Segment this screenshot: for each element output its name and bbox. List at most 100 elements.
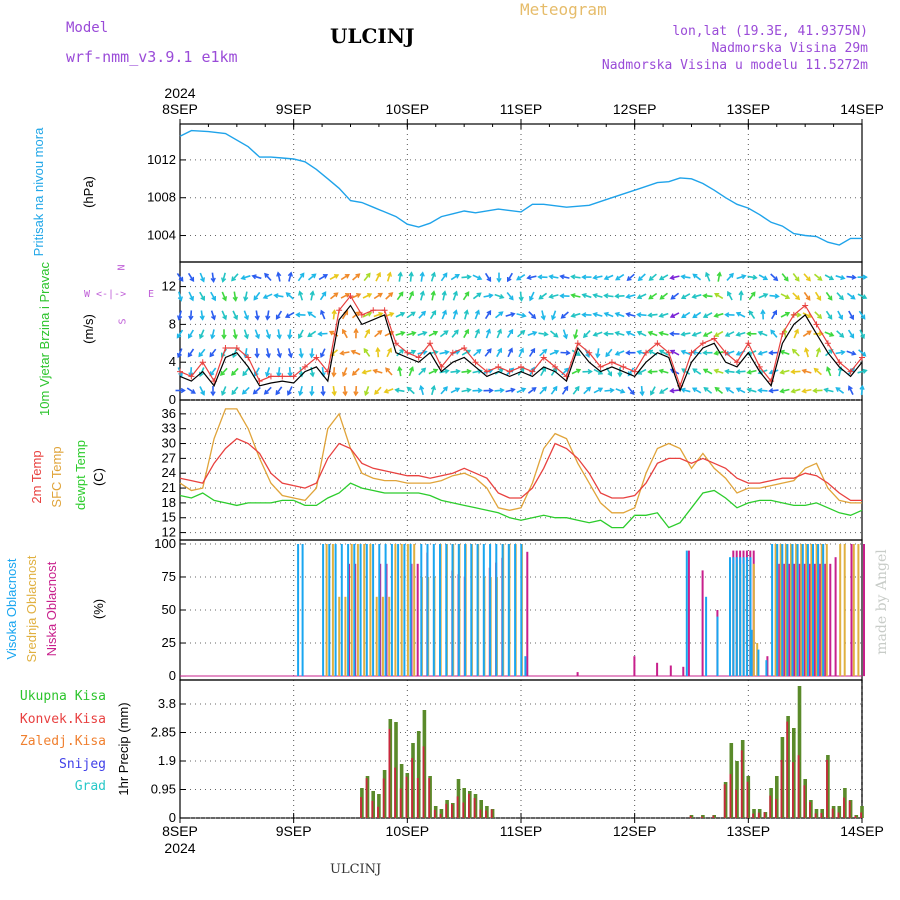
wind-arrow-head (582, 333, 588, 339)
wind-arrow (780, 312, 790, 318)
wind-arrow (221, 386, 227, 396)
wind-arrow (288, 348, 292, 358)
wind-arrow (277, 272, 281, 282)
wind-arrow (847, 329, 855, 339)
cloud-bar (388, 596, 391, 676)
wind-gust-mark (790, 311, 797, 318)
compass-arrows: <-|-> (96, 289, 127, 300)
wind-arrow (725, 331, 735, 337)
wind-arrow (692, 331, 702, 337)
wind-arrow-head (647, 312, 653, 318)
wind-arrow (330, 292, 338, 300)
wind-arrow-head (757, 330, 763, 336)
wind-arrow-head (509, 367, 515, 373)
wind-arrow-head (859, 384, 865, 390)
wind-arrow (583, 386, 591, 395)
wind-arrow (210, 310, 216, 320)
wind-arrow-head (705, 271, 710, 278)
cloud-bar (359, 544, 362, 677)
wind-arrow (398, 367, 402, 377)
wind-arrow-head (851, 350, 857, 356)
wind-arrow-head (680, 387, 686, 393)
wind-arrow-head (411, 330, 417, 337)
wind-arrow (572, 386, 580, 395)
wind-arrow (221, 310, 227, 320)
wind-arrow (409, 272, 413, 282)
wind-arrow (791, 370, 801, 373)
wind-arrow-head (386, 271, 392, 277)
wind-gust-mark (518, 363, 524, 370)
wind-arrow-head (806, 330, 812, 336)
wind-arrow-head (328, 330, 335, 336)
wind-arrow-head (394, 387, 400, 393)
precip-bars (360, 686, 864, 818)
wind-arrow-head (849, 333, 855, 339)
wind-arrow (199, 329, 205, 339)
wind-arrow (692, 311, 702, 319)
wind-arrow (464, 310, 468, 320)
wind-arrow (824, 349, 834, 357)
wind-arrow (288, 329, 292, 339)
ytick-label: 50 (162, 602, 176, 617)
wind-arrow-head (552, 385, 558, 391)
cloud-bar (756, 643, 759, 676)
wind-arrow-head (614, 330, 620, 336)
wind-arrow-head (422, 330, 428, 336)
wind-gust-mark (745, 340, 752, 347)
wind-arrow (859, 329, 865, 339)
wind-arrow-head (298, 353, 304, 359)
wind-arrow (474, 310, 480, 320)
cloud-bar (514, 544, 517, 677)
wind-arrow-head (614, 311, 620, 317)
wind-arrow-head (432, 330, 439, 336)
wind-arrow (848, 310, 854, 320)
wind-arrow (517, 330, 525, 338)
wind-arrow (582, 293, 592, 299)
wind-arrow (539, 386, 547, 395)
wind-arrow (186, 387, 196, 394)
wind-arrow (660, 292, 668, 300)
wind-arrow-head (724, 312, 730, 318)
wind-arrow (320, 310, 326, 320)
wind-arrow (596, 348, 600, 358)
wind-arrow (406, 311, 416, 319)
wind-arrow (233, 329, 237, 339)
wind-arrow (461, 370, 471, 373)
precip-convective-bar (360, 797, 362, 818)
wind-arrow (463, 329, 469, 339)
wind-arrow-head (411, 349, 417, 355)
ytick-label: 0 (169, 668, 176, 683)
wind-arrow-head (669, 388, 675, 394)
wind-arrow-head (230, 370, 236, 376)
wind-arrow-head (805, 276, 811, 282)
precip-convective-bar (712, 815, 715, 818)
wind-arrow (376, 348, 380, 358)
wind-arrow (714, 387, 724, 395)
wind-arrow-head (486, 276, 492, 283)
cloud-bar (397, 544, 400, 677)
wind-arrow (396, 291, 404, 301)
wind-arrow-head (592, 274, 598, 281)
ytick-label: 1.9 (158, 753, 176, 768)
wind-gust-mark (631, 368, 638, 375)
wind-arrow-head (560, 313, 566, 319)
wind-arrow (771, 310, 777, 320)
wind-arrow-head (532, 330, 538, 336)
wind-arrow (484, 348, 492, 357)
wind-arrow-head (581, 274, 587, 280)
ytick-label: 36 (162, 406, 176, 421)
wind-arrow (825, 310, 833, 320)
cloud-bar (829, 563, 832, 677)
wind-arrow (650, 386, 656, 395)
wind-arrow-head (419, 271, 425, 277)
wind-arrow (792, 292, 800, 300)
cloud-bar (482, 544, 485, 677)
wind-arrow (516, 387, 526, 394)
wind-arrow (275, 386, 283, 395)
wind-arrow-head (827, 314, 833, 320)
wind-arrow (637, 293, 647, 299)
cloud-bar (808, 563, 811, 677)
precip-total-bar (416, 731, 421, 818)
wind-arrow-head (243, 334, 249, 340)
wind-arrow-head (466, 368, 472, 375)
